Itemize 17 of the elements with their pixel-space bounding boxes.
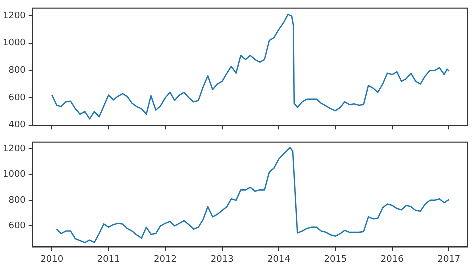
y-tick-label: 600 <box>8 93 26 104</box>
y-tick-label: 600 <box>8 221 26 232</box>
y-tick-label: 1200 <box>3 144 26 154</box>
x-tick-label: 2011 <box>97 254 120 265</box>
x-tick-label: 2013 <box>210 254 234 265</box>
y-tick-label: 800 <box>8 66 26 76</box>
x-tick-label: 2010 <box>40 254 64 265</box>
x-tick-label: 2014 <box>268 254 291 265</box>
y-tick-label: 1000 <box>3 170 26 180</box>
x-tick-label: 2012 <box>154 254 177 265</box>
y-tick-label: 1200 <box>3 11 26 22</box>
y-tick-label: 400 <box>8 120 26 131</box>
y-tick-label: 800 <box>8 196 26 206</box>
x-tick-label: 2015 <box>324 254 348 265</box>
y-tick-label: 1000 <box>3 38 26 49</box>
x-tick-label: 2016 <box>380 254 404 265</box>
x-tick-label: 2017 <box>438 254 461 265</box>
